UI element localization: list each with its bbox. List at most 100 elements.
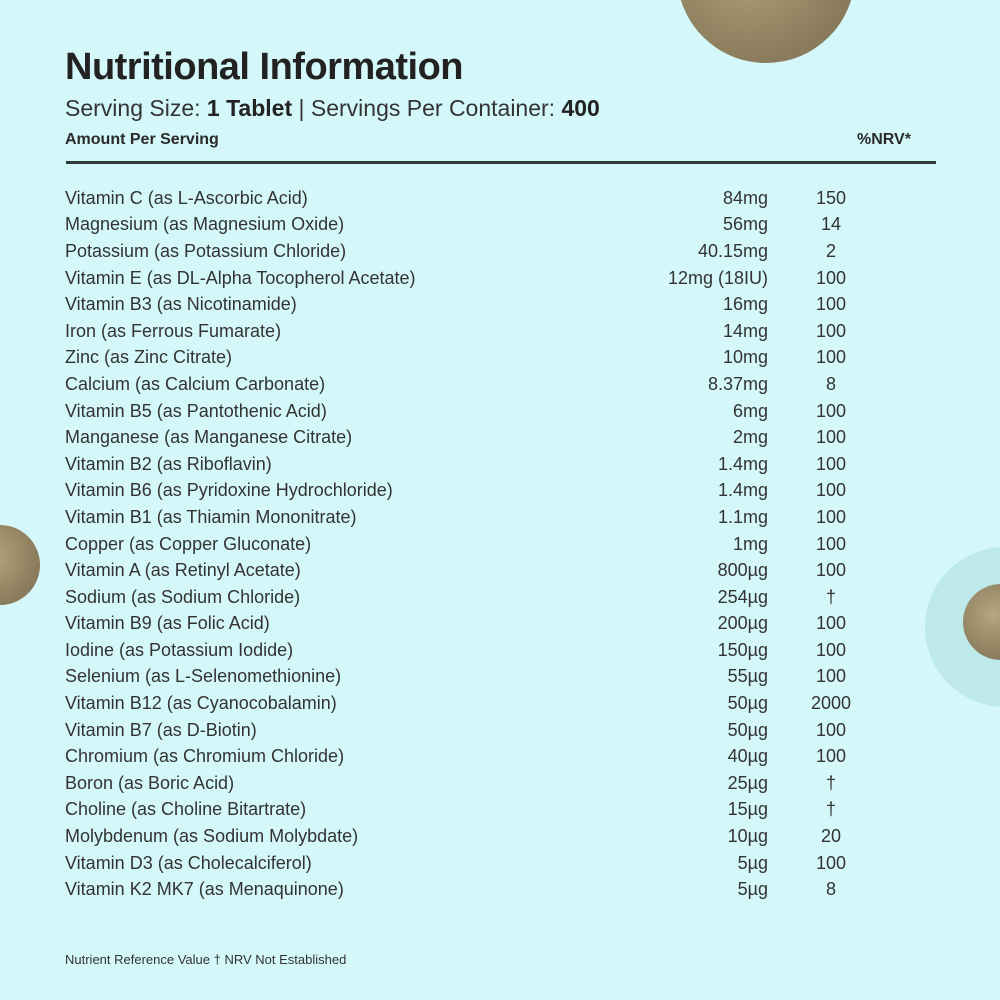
nutrient-amount: 1mg [732,533,768,554]
nutrient-name: Sodium (as Sodium Chloride) [65,586,301,607]
nutrient-amount: 25µg [727,772,768,793]
nutrient-amount: 40.15mg [697,240,768,261]
nutrient-name: Vitamin D3 (as Cholecalciferol) [65,852,312,873]
nutrient-amount: 50µg [727,719,768,740]
table-row: Vitamin B12 (as Cyanocobalamin) 50µg 2000 [65,690,925,717]
table-row: Copper (as Copper Gluconate) 1mg 100 [65,531,925,558]
nutrient-amount: 1.4mg [717,453,768,474]
nutrient-amount: 5µg [737,879,768,900]
servings-per-container-value: 400 [561,95,600,121]
nutrient-amount: 56mg [722,214,768,235]
nutrient-amount: 1.4mg [717,480,768,501]
nutrient-nrv: † [825,799,836,820]
nutrient-amount: 12mg (18IU) [667,267,768,288]
nutrient-name: Vitamin B9 (as Folic Acid) [65,613,270,634]
nutrient-name: Choline (as Choline Bitartrate) [65,799,307,820]
nutrient-name: Vitamin E (as DL-Alpha Tocopherol Acetat… [65,267,416,288]
page-title: Nutritional Information [65,46,464,88]
nutrient-name: Vitamin A (as Retinyl Acetate) [65,560,301,581]
serving-size-label: Serving Size: [65,95,201,121]
nutrient-amount: 10µg [727,826,768,847]
table-row: Boron (as Boric Acid) 25µg † [65,770,925,797]
nutrient-amount: 16mg [722,294,768,315]
nutrient-name: Iron (as Ferrous Fumarate) [65,320,282,341]
nutrient-amount: 14mg [722,320,768,341]
nutrient-nrv: † [825,586,836,607]
nutrient-nrv: 100 [815,267,847,288]
nutrient-name: Copper (as Copper Gluconate) [65,533,312,554]
table-row: Vitamin B7 (as D-Biotin) 50µg 100 [65,717,925,744]
amount-column-header: Amount Per Serving [65,131,219,148]
table-row: Manganese (as Manganese Citrate) 2mg 100 [65,424,925,451]
nutrient-name: Manganese (as Manganese Citrate) [65,427,353,448]
tablet-image-top [680,0,852,63]
serving-info: Serving Size: 1 Tablet | Servings Per Co… [65,95,600,122]
nutrient-amount: 254µg [717,586,768,607]
nutrient-amount: 6mg [732,400,768,421]
nutrient-nrv: 100 [815,506,847,527]
nutrient-nrv: 8 [825,879,836,900]
table-row: Vitamin K2 MK7 (as Menaquinone) 5µg 8 [65,876,925,903]
nutrient-amount: 150µg [717,639,768,660]
nutrient-amount: 50µg [727,693,768,714]
table-row: Molybdenum (as Sodium Molybdate) 10µg 20 [65,823,925,850]
nutrient-name: Chromium (as Chromium Chloride) [65,746,345,767]
table-row: Potassium (as Potassium Chloride) 40.15mg… [65,238,925,265]
nutrient-nrv: 100 [815,294,847,315]
nutrient-name: Vitamin B1 (as Thiamin Mononitrate) [65,506,357,527]
nutrient-nrv: 2000 [810,693,852,714]
nutrient-nrv: 2 [825,240,836,261]
nutrient-nrv: 100 [815,400,847,421]
nutrient-nrv: 100 [815,533,847,554]
nutrient-nrv: † [825,772,836,793]
nutrient-amount: 10mg [722,347,768,368]
table-row: Zinc (as Zinc Citrate) 10mg 100 [65,345,925,372]
nutrient-nrv: 20 [820,826,842,847]
tablet-image-left [0,525,40,605]
nutrient-name: Vitamin K2 MK7 (as Menaquinone) [65,879,344,900]
table-row: Vitamin B2 (as Riboflavin) 1.4mg 100 [65,451,925,478]
table-row: Vitamin B3 (as Nicotinamide) 16mg 100 [65,291,925,318]
servings-per-container-label: Servings Per Container: [310,95,556,121]
nutrient-name: Vitamin B5 (as Pantothenic Acid) [65,400,327,421]
nutrient-amount: 800µg [717,560,768,581]
nutrient-nrv: 100 [815,719,847,740]
nutrient-nrv: 8 [825,373,836,394]
nutrient-name: Calcium (as Calcium Carbonate) [65,373,326,394]
nrv-column-header: %NRV* [857,131,911,148]
nutrient-amount: 200µg [717,613,768,634]
separator: | [298,95,305,121]
nutrient-nrv: 14 [820,214,842,235]
table-row: Chromium (as Chromium Chloride) 40µg 100 [65,743,925,770]
nutrient-amount: 40µg [727,746,768,767]
nutrient-nrv: 100 [815,427,847,448]
nutrient-name: Vitamin B3 (as Nicotinamide) [65,294,297,315]
nutrient-amount: 8.37mg [707,373,768,394]
table-row: Iodine (as Potassium Iodide) 150µg 100 [65,637,925,664]
serving-size-value: 1 Tablet [206,95,293,121]
table-row: Magnesium (as Magnesium Oxide) 56mg 14 [65,212,925,239]
nutrient-nrv: 100 [815,480,847,501]
table-row: Vitamin B1 (as Thiamin Mononitrate) 1.1mg… [65,504,925,531]
nutrient-nrv: 100 [815,746,847,767]
nutrient-name: Vitamin B7 (as D-Biotin) [65,719,257,740]
nutrient-nrv: 100 [815,639,847,660]
footnote: Nutrient Reference Value † NRV Not Estab… [65,952,347,967]
nutrient-name: Vitamin B12 (as Cyanocobalamin) [65,693,337,714]
decorative-circle [925,547,1000,707]
table-row: Choline (as Choline Bitartrate) 15µg † [65,797,925,824]
table-row: Vitamin A (as Retinyl Acetate) 800µg 100 [65,557,925,584]
nutrient-name: Vitamin B6 (as Pyridoxine Hydrochloride) [65,480,393,501]
nutrient-name: Magnesium (as Magnesium Oxide) [65,214,345,235]
nutrient-nrv: 100 [815,347,847,368]
nutrient-name: Potassium (as Potassium Chloride) [65,240,347,261]
table-row: Vitamin B9 (as Folic Acid) 200µg 100 [65,611,925,638]
nutrient-name: Vitamin C (as L-Ascorbic Acid) [65,187,308,208]
nutrient-amount: 2mg [732,427,768,448]
nutrient-name: Boron (as Boric Acid) [65,772,235,793]
nutrient-nrv: 100 [815,666,847,687]
nutrient-name: Selenium (as L-Selenomethionine) [65,666,342,687]
nutrient-nrv: 150 [815,187,847,208]
table-row: Iron (as Ferrous Fumarate) 14mg 100 [65,318,925,345]
